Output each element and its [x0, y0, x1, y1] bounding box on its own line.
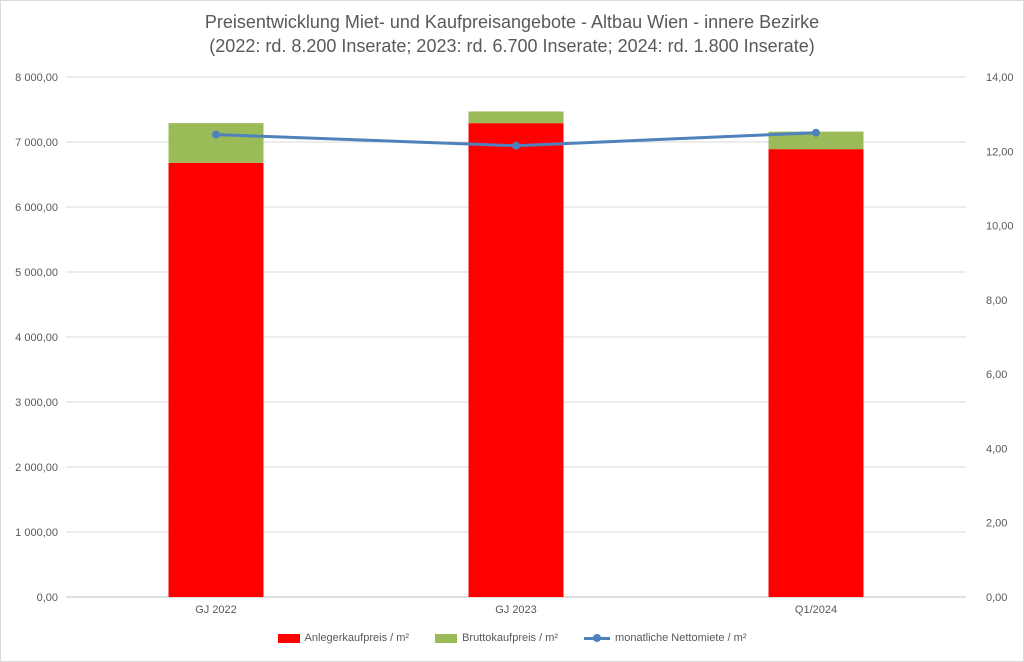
- y-right-tick-label: 10,00: [986, 221, 1014, 233]
- y-right-tick-label: 4,00: [986, 443, 1007, 455]
- point-nettomiete: [812, 128, 820, 137]
- legend-swatch-bruttokaufpreis: [435, 633, 458, 643]
- point-nettomiete: [512, 141, 520, 150]
- x-tick-label: GJ 2022: [195, 604, 237, 616]
- y-left-tick-label: 3 000,00: [15, 397, 58, 409]
- y-right-tick-label: 0,00: [986, 592, 1007, 604]
- y-right-tick-label: 14,00: [986, 72, 1014, 84]
- chart-title: Preisentwicklung Miet- und Kaufpreisange…: [0, 10, 1024, 58]
- legend-item-anlegerkaufpreis: Anlegerkaufpreis / m²: [277, 632, 410, 644]
- legend-swatch-anlegerkaufpreis: [277, 633, 300, 643]
- bar-anlegerkaufpreis: [768, 149, 864, 597]
- chart-title-line-2: (2022: rd. 8.200 Inserate; 2023: rd. 6.7…: [209, 36, 815, 56]
- legend: Anlegerkaufpreis / m² Bruttokaufpreis / …: [0, 632, 1024, 644]
- x-tick-label: Q1/2024: [795, 604, 837, 616]
- legend-item-bruttokaufpreis: Bruttokaufpreis / m²: [435, 632, 558, 644]
- bar-anlegerkaufpreis: [168, 162, 264, 598]
- chart-title-line-1: Preisentwicklung Miet- und Kaufpreisange…: [204, 12, 820, 32]
- y-left-tick-label: 8 000,00: [15, 72, 58, 84]
- legend-label-nettomiete: monatliche Nettomiete / m²: [615, 632, 747, 644]
- bar-bruttokaufpreis: [168, 123, 264, 163]
- y-right-tick-label: 8,00: [986, 295, 1007, 307]
- y-left-tick-label: 2 000,00: [15, 462, 58, 474]
- bar-anlegerkaufpreis: [468, 123, 564, 598]
- x-tick-label: GJ 2023: [495, 604, 537, 616]
- axis-labels: 0,00 1 000,00 2 000,00 3 000,00 4 000,00 5 00…: [15, 72, 1013, 616]
- y-left-tick-label: 0,00: [37, 592, 58, 604]
- bar-bruttokaufpreis: [768, 131, 864, 150]
- y-left-tick-label: 6 000,00: [15, 202, 58, 214]
- y-right-tick-label: 2,00: [986, 518, 1007, 530]
- bar-bruttokaufpreis: [468, 111, 564, 124]
- y-left-tick-label: 5 000,00: [15, 267, 58, 279]
- legend-label-bruttokaufpreis: Bruttokaufpreis / m²: [462, 632, 559, 644]
- legend-item-nettomiete: monatliche Nettomiete / m²: [584, 632, 746, 644]
- point-nettomiete: [212, 130, 220, 139]
- legend-label-anlegerkaufpreis: Anlegerkaufpreis / m²: [304, 632, 410, 644]
- legend-swatch-nettomiete: [584, 633, 611, 643]
- y-right-tick-label: 12,00: [986, 146, 1014, 158]
- y-left-tick-label: 7 000,00: [15, 137, 58, 149]
- bars: [168, 111, 864, 598]
- y-left-tick-label: 4 000,00: [15, 332, 58, 344]
- y-right-tick-label: 6,00: [986, 369, 1007, 381]
- line-series: [212, 128, 820, 150]
- y-left-tick-label: 1 000,00: [15, 527, 58, 539]
